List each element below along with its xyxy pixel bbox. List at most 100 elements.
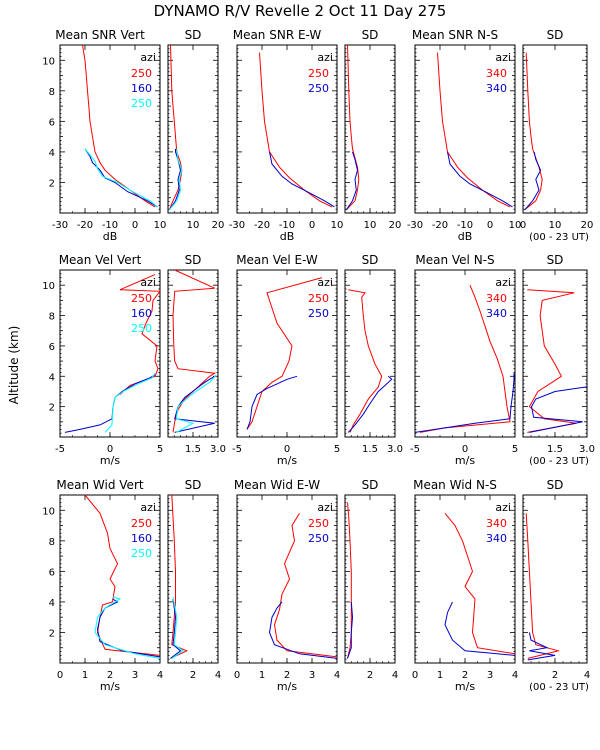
legend-entry-blue: 250 (308, 307, 329, 320)
y-axis-label: Altitude (km) (7, 326, 21, 405)
y-tick-label: 4 (49, 372, 55, 383)
series-line-blue (84, 148, 158, 208)
x-tick-label: 10 (331, 220, 344, 231)
series-line-blue (345, 151, 359, 211)
x-tick-label: 2 (107, 670, 113, 681)
legend-entry-blue: 160 (131, 307, 152, 320)
panel-title: SD (547, 28, 564, 42)
x-tick-label: 20 (581, 220, 594, 231)
panel-0-1: SD 10 20 (167, 28, 225, 231)
x-tick-label: 3 (487, 670, 493, 681)
footer-label: (00 - 23 UT) (529, 456, 589, 467)
legend-entry-cyan: 250 (131, 322, 152, 335)
series-line-blue (96, 598, 161, 658)
legend-entry-red: 250 (308, 67, 329, 80)
legend-entry-red: 250 (131, 517, 152, 530)
x-tick-label: 2 (552, 670, 558, 681)
x-tick-label: 0 (107, 444, 113, 455)
x-axis-label: dB (103, 230, 118, 243)
x-tick-label: 3 (132, 670, 138, 681)
x-tick-label: 4 (584, 670, 590, 681)
panel-0-5: SD 0 10 20(00 - 23 UT) (520, 28, 594, 243)
series-line-red (273, 513, 338, 658)
x-tick-label: 2 (367, 670, 373, 681)
legend-entry-red: 250 (308, 517, 329, 530)
x-tick-label: 3.0 (210, 444, 226, 455)
series-line-cyan (168, 148, 183, 211)
panel-title: SD (362, 253, 379, 267)
series-line-red (437, 52, 511, 208)
footer-label: (00 - 23 UT) (529, 232, 589, 243)
series-line-red (172, 269, 217, 433)
series-line-red (168, 44, 183, 211)
x-tick-label: -20 (432, 220, 448, 231)
legend-entry-red: 250 (308, 292, 329, 305)
x-tick-label: 0 (132, 220, 138, 231)
y-tick-label: 6 (49, 567, 55, 578)
y-tick-label: 8 (49, 87, 55, 98)
series-line-red (170, 494, 189, 659)
x-tick-label: 10 (154, 220, 167, 231)
series-line-red (84, 494, 161, 656)
series-line-red (527, 289, 577, 433)
series-line-red (119, 274, 161, 395)
series-line-blue (168, 148, 182, 211)
x-tick-label: 10 (364, 220, 377, 231)
x-axis-label: m/s (455, 680, 475, 693)
panel-title: SD (547, 253, 564, 267)
legend-entry-red: 340 (486, 67, 507, 80)
panel-1-5: SD 1.5 3.0(00 - 23 UT) (522, 253, 595, 467)
x-tick-label: 3.0 (579, 444, 595, 455)
series-line-cyan (84, 148, 158, 208)
x-tick-label: 10 (549, 220, 562, 231)
panel-0-4: Mean SNR N-S -30 -20 -10 0 10 dB azi 340 340 (407, 28, 522, 243)
legend-title: azi (317, 51, 333, 64)
series-line-cyan (175, 374, 217, 433)
y-tick-label: 6 (49, 117, 55, 128)
series-line-blue (347, 375, 393, 433)
x-tick-label: 10 (187, 220, 200, 231)
series-line-red (525, 513, 561, 659)
series-line-red (345, 44, 360, 211)
legend-entry-cyan: 250 (131, 547, 152, 560)
y-tick-label: 10 (42, 56, 55, 67)
x-axis-label: m/s (455, 454, 475, 467)
legend-entry-red: 340 (486, 292, 507, 305)
panel-title: Mean Vel E-W (236, 253, 318, 267)
y-tick-label: 4 (49, 148, 55, 159)
panel-2-1: SD 2 4 (167, 478, 221, 681)
x-tick-label: -5 (55, 444, 65, 455)
legend-entry-blue: 250 (308, 532, 329, 545)
x-tick-label: 20 (389, 220, 402, 231)
x-tick-label: 0 (412, 670, 418, 681)
y-tick-label: 10 (42, 281, 55, 292)
legend-entry-red: 340 (486, 517, 507, 530)
series-line-blue (246, 375, 298, 430)
series-line-blue (524, 151, 542, 211)
plot-frame (167, 44, 219, 214)
legend-entry-blue: 160 (131, 532, 152, 545)
panel-1-4: Mean Vel N-S -5 0 5 m/s azi 340 340 (410, 253, 518, 467)
series-line-blue (174, 375, 215, 433)
x-tick-label: 20 (212, 220, 225, 231)
y-tick-label: 2 (49, 178, 55, 189)
x-axis-label: m/s (277, 680, 297, 693)
x-tick-label: 1.5 (185, 444, 201, 455)
legend-entry-red: 250 (131, 292, 152, 305)
plot-frame (522, 494, 588, 664)
x-tick-label: -10 (279, 220, 295, 231)
y-tick-label: 10 (42, 506, 55, 517)
panel-title: SD (362, 28, 379, 42)
x-tick-label: 2 (462, 670, 468, 681)
x-tick-label: 4 (334, 670, 340, 681)
x-tick-label: 4 (392, 670, 398, 681)
series-line-blue (414, 373, 515, 433)
x-tick-label: -30 (407, 220, 423, 231)
series-line-blue (64, 374, 156, 433)
panel-title: Mean Wid Vert (56, 478, 143, 492)
panel-title: Mean SNR Vert (55, 28, 145, 42)
x-tick-label: -20 (77, 220, 93, 231)
panel-0-3: SD 10 20 (344, 28, 402, 231)
x-tick-label: 5 (334, 444, 340, 455)
series-line-blue (170, 598, 182, 659)
